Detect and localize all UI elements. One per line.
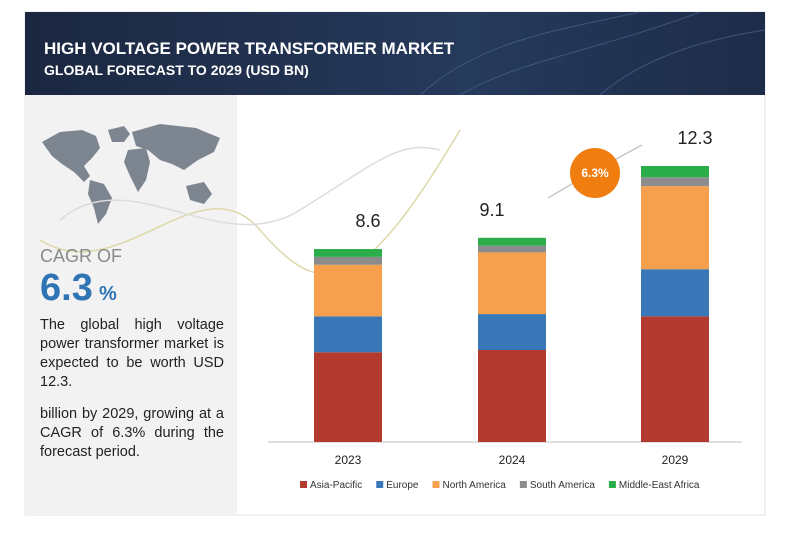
bar-segment xyxy=(314,249,382,257)
cagr-unit: % xyxy=(99,283,117,305)
header-band xyxy=(25,12,765,95)
legend-swatch xyxy=(376,481,384,488)
x-tick-label: 2023 xyxy=(335,453,362,467)
cagr-label: CAGR OF xyxy=(40,246,122,266)
x-tick-label: 2029 xyxy=(662,453,689,467)
cagr-value: 6.3 xyxy=(40,267,93,309)
bar-segment xyxy=(641,316,709,442)
bar-segment xyxy=(641,269,709,317)
legend-swatch xyxy=(300,481,307,488)
legend-swatch xyxy=(519,481,527,488)
total-label: 8.6 xyxy=(355,211,380,231)
description: billion by 2029, growing at a CAGR of 6.… xyxy=(40,406,224,460)
bar-segment xyxy=(478,237,546,246)
legend-label: North America xyxy=(443,480,507,491)
bar-segment xyxy=(314,256,382,265)
decor-curve xyxy=(59,146,441,226)
legend-swatch xyxy=(432,481,440,488)
title: HIGH VOLTAGE POWER TRANSFORMER MARKET xyxy=(44,39,455,58)
plot: 8.6 2023 9.1 2024 12.3 2029 Asia-Pacific Europe… xyxy=(300,128,713,491)
total-label: 12.3 xyxy=(677,128,712,148)
bar-segment xyxy=(478,314,546,350)
cagr-bubble-label: 6.3% xyxy=(581,166,609,180)
legend-label: Asia-Pacific xyxy=(310,480,362,491)
bar-segment xyxy=(641,166,709,178)
subtitle: GLOBAL FORECAST TO 2029 (USD BN) xyxy=(44,62,309,78)
legend-label: Middle-East Africa xyxy=(619,480,700,491)
description: The global high voltage power transforme… xyxy=(40,317,224,390)
header-decoration xyxy=(419,11,766,96)
x-tick-label: 2024 xyxy=(499,453,526,467)
bar-segment xyxy=(478,245,546,253)
bar-segment xyxy=(314,264,382,317)
bar-segment xyxy=(478,350,546,442)
legend-label: South America xyxy=(530,480,595,491)
decor-curve xyxy=(39,129,461,275)
bar-segment xyxy=(641,177,709,187)
bar-segment xyxy=(478,252,546,315)
legend-label: Europe xyxy=(386,480,419,491)
bar-segment xyxy=(314,316,382,353)
legend-swatch xyxy=(608,481,616,488)
total-label: 9.1 xyxy=(479,200,504,220)
bar-segment xyxy=(314,352,382,442)
bar-segment xyxy=(641,186,709,270)
cagr-bubble xyxy=(570,148,620,198)
